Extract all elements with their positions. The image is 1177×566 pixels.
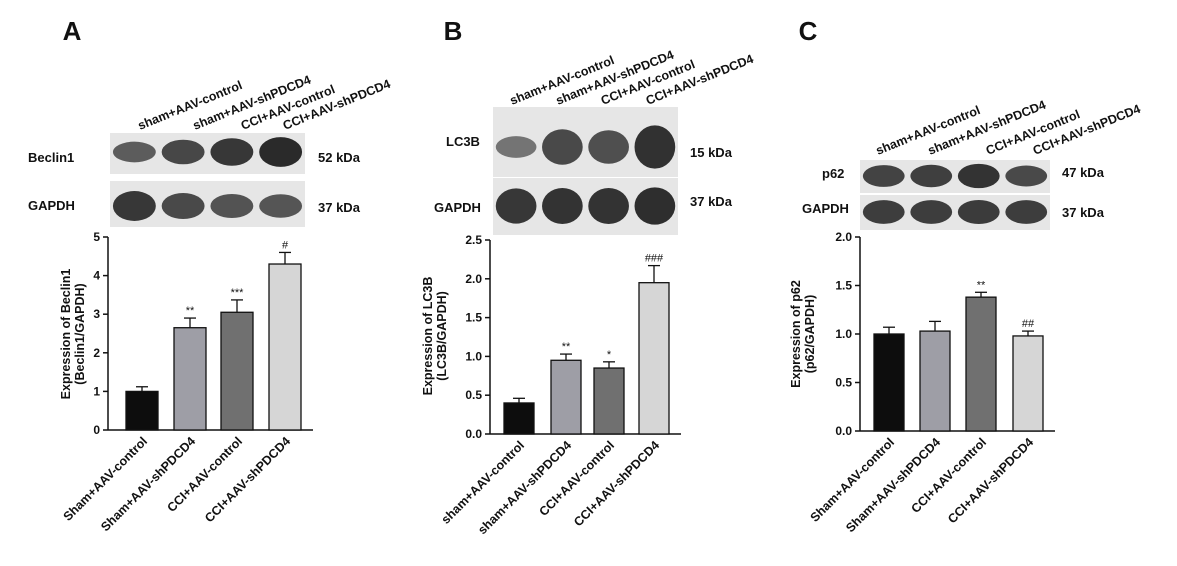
category-label: Sham+AAV-control [808, 435, 898, 525]
blot-band [495, 136, 537, 158]
y-axis-title-line: (Beclin1/GAPDH) [73, 283, 87, 384]
y-axis-title-line: Expression of p62 [789, 280, 803, 388]
blot-band [210, 138, 254, 166]
bar [638, 282, 670, 435]
y-tick-label: 0.0 [835, 424, 852, 438]
y-tick-label: 1 [93, 384, 100, 398]
significance-label: # [282, 239, 289, 251]
blot-band [161, 139, 205, 165]
bar [550, 359, 582, 435]
blot-band [862, 200, 905, 224]
bar [593, 367, 625, 435]
y-tick-label: 3 [93, 307, 100, 321]
blot-band [862, 165, 905, 187]
blot-band [210, 194, 254, 218]
bar [503, 402, 535, 435]
protein-label: GAPDH [802, 201, 849, 216]
y-axis-title-line: Expression of LC3B [421, 277, 435, 396]
blot-band [588, 187, 629, 225]
bar [268, 263, 302, 431]
significance-label: * [607, 349, 612, 361]
bar [873, 333, 905, 432]
y-axis-title-line: (LC3B/GAPDH) [435, 291, 449, 381]
bar [125, 390, 159, 431]
kda-label: 37 kDa [690, 194, 733, 209]
significance-label: *** [231, 287, 245, 299]
blot-band [1005, 200, 1048, 224]
panel-letter: A [63, 16, 82, 46]
bar [220, 311, 254, 431]
y-tick-label: 1.5 [465, 311, 482, 325]
kda-label: 37 kDa [318, 200, 361, 215]
y-tick-label: 2.5 [465, 233, 482, 247]
protein-label: p62 [822, 166, 844, 181]
blot-band [1005, 165, 1048, 187]
blot-band [910, 164, 953, 188]
panel-a: Asham+AAV-controlsham+AAV-shPDCD4CCI+AAV… [28, 16, 393, 534]
blot-band [495, 188, 537, 224]
y-tick-label: 2.0 [835, 230, 852, 244]
blot-band [634, 187, 676, 225]
blot-band [634, 125, 676, 169]
y-tick-label: 0.5 [465, 388, 482, 402]
protein-label: GAPDH [28, 198, 75, 213]
y-axis-title-line: Expression of Beclin1 [59, 269, 73, 400]
blot-band [161, 192, 205, 220]
significance-label: ** [977, 279, 986, 291]
blot-band [259, 137, 303, 167]
y-tick-label: 1.0 [465, 349, 482, 363]
blot-band [112, 191, 156, 221]
y-tick-label: 4 [93, 269, 100, 283]
panel-c: Csham+AAV-controlsham+AAV-shPDCD4CCI+AAV… [789, 16, 1143, 535]
y-tick-label: 2 [93, 346, 100, 360]
y-axis-title: Expression of Beclin1(Beclin1/GAPDH) [59, 269, 87, 400]
bar [1012, 335, 1044, 432]
significance-label: ** [186, 305, 195, 317]
category-label: CCI+AAV-shPDCD4 [945, 435, 1036, 526]
category-label: CCI+AAV-shPDCD4 [202, 434, 293, 525]
y-tick-label: 0.0 [465, 427, 482, 441]
category-label: sham+AAV-control [439, 438, 528, 527]
protein-label: Beclin1 [28, 150, 74, 165]
y-tick-label: 0.5 [835, 376, 852, 390]
panel-letter: C [799, 16, 818, 46]
blot-band [588, 130, 629, 164]
bar [965, 296, 997, 432]
blot-band [542, 187, 583, 225]
category-label: CCI+AAV-control [536, 438, 617, 519]
blot-band [112, 141, 156, 163]
bar [173, 327, 207, 431]
y-tick-label: 5 [93, 230, 100, 244]
category-label: Sham+AAV-control [61, 434, 151, 524]
bar [919, 330, 951, 432]
panel-letter: B [444, 16, 463, 46]
protein-label: LC3B [446, 134, 480, 149]
blot-band [259, 194, 303, 218]
blot-band [542, 129, 583, 165]
kda-label: 52 kDa [318, 150, 361, 165]
protein-label: GAPDH [434, 200, 481, 215]
y-tick-label: 1.0 [835, 327, 852, 341]
y-tick-label: 2.0 [465, 272, 482, 286]
y-tick-label: 1.5 [835, 279, 852, 293]
significance-label: ### [645, 253, 664, 265]
y-tick-label: 0 [93, 423, 100, 437]
blot-band [957, 199, 1000, 225]
kda-label: 15 kDa [690, 145, 733, 160]
significance-label: ** [562, 341, 571, 353]
category-label: CCI+AAV-shPDCD4 [571, 438, 662, 529]
category-label: Sham+AAV-shPDCD4 [98, 434, 198, 534]
blot-band [910, 200, 953, 224]
panel-b: Bsham+AAV-controlsham+AAV-shPDCD4CCI+AAV… [421, 16, 756, 537]
blot-band [957, 163, 1000, 189]
y-axis-title: Expression of p62(p62/GAPDH) [789, 280, 817, 388]
kda-label: 37 kDa [1062, 205, 1105, 220]
y-axis-title-line: (p62/GAPDH) [803, 295, 817, 373]
y-axis-title: Expression of LC3B(LC3B/GAPDH) [421, 277, 449, 396]
kda-label: 47 kDa [1062, 165, 1105, 180]
significance-label: ## [1022, 318, 1035, 330]
